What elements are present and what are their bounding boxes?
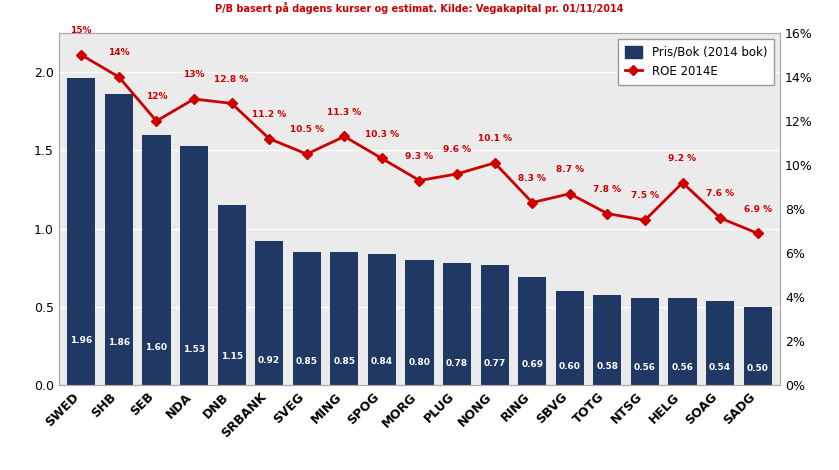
Bar — [180, 146, 208, 385]
Bar — [331, 252, 358, 385]
Text: 0.85: 0.85 — [296, 357, 318, 366]
Bar — [405, 260, 434, 385]
Text: 12%: 12% — [146, 92, 167, 101]
Text: 0.60: 0.60 — [559, 362, 581, 371]
Text: 0.69: 0.69 — [521, 360, 544, 369]
Bar — [217, 205, 246, 385]
Text: 0.58: 0.58 — [597, 362, 618, 371]
Text: 12.8 %: 12.8 % — [215, 75, 248, 84]
Text: 11.3 %: 11.3 % — [327, 108, 362, 117]
Bar — [443, 263, 472, 385]
Bar — [706, 301, 734, 385]
Text: 0.80: 0.80 — [409, 358, 430, 367]
Text: 15%: 15% — [70, 26, 92, 35]
Text: 1.60: 1.60 — [145, 343, 168, 352]
Text: 10.3 %: 10.3 % — [365, 130, 399, 139]
Text: 10.1 %: 10.1 % — [477, 134, 512, 143]
Bar — [293, 252, 320, 385]
Text: 1.86: 1.86 — [107, 338, 130, 347]
Text: 8.7 %: 8.7 % — [555, 165, 584, 174]
Text: 0.78: 0.78 — [446, 359, 468, 368]
Text: 0.56: 0.56 — [671, 363, 694, 372]
Text: 13%: 13% — [183, 70, 205, 79]
Text: 0.92: 0.92 — [258, 356, 280, 365]
Text: 0.54: 0.54 — [709, 363, 732, 372]
Text: 6.9 %: 6.9 % — [743, 204, 772, 213]
Bar — [481, 265, 508, 385]
Text: 0.50: 0.50 — [747, 364, 769, 373]
Bar — [555, 291, 584, 385]
Text: 1.15: 1.15 — [221, 352, 242, 360]
Text: 9.6 %: 9.6 % — [443, 145, 472, 154]
Text: 7.5 %: 7.5 % — [631, 191, 659, 200]
Text: P/B basert på dagens kurser og estimat. Kilde: Vegakapital pr. 01/11/2014: P/B basert på dagens kurser og estimat. … — [216, 2, 623, 15]
Text: 0.77: 0.77 — [483, 359, 506, 368]
Text: 14%: 14% — [108, 48, 130, 57]
Text: 0.56: 0.56 — [634, 363, 656, 372]
Bar — [67, 78, 96, 385]
Text: 11.2 %: 11.2 % — [252, 110, 286, 119]
Text: 1.96: 1.96 — [70, 337, 92, 345]
Text: 1.53: 1.53 — [183, 345, 205, 353]
Legend: Pris/Bok (2014 bok), ROE 2014E: Pris/Bok (2014 bok), ROE 2014E — [618, 39, 774, 85]
Text: 7.8 %: 7.8 % — [593, 185, 622, 194]
Bar — [143, 135, 170, 385]
Bar — [519, 277, 546, 385]
Bar — [105, 94, 133, 385]
Bar — [367, 254, 396, 385]
Text: 8.3 %: 8.3 % — [519, 174, 546, 183]
Bar — [593, 295, 622, 385]
Bar — [255, 241, 284, 385]
Text: 9.2 %: 9.2 % — [669, 154, 696, 163]
Text: 0.84: 0.84 — [371, 358, 393, 367]
Text: 9.3 %: 9.3 % — [405, 152, 434, 161]
Text: 10.5 %: 10.5 % — [289, 125, 324, 134]
Bar — [631, 298, 659, 385]
Bar — [743, 307, 772, 385]
Bar — [669, 298, 696, 385]
Text: 0.85: 0.85 — [333, 357, 356, 366]
Text: 7.6 %: 7.6 % — [706, 189, 734, 198]
